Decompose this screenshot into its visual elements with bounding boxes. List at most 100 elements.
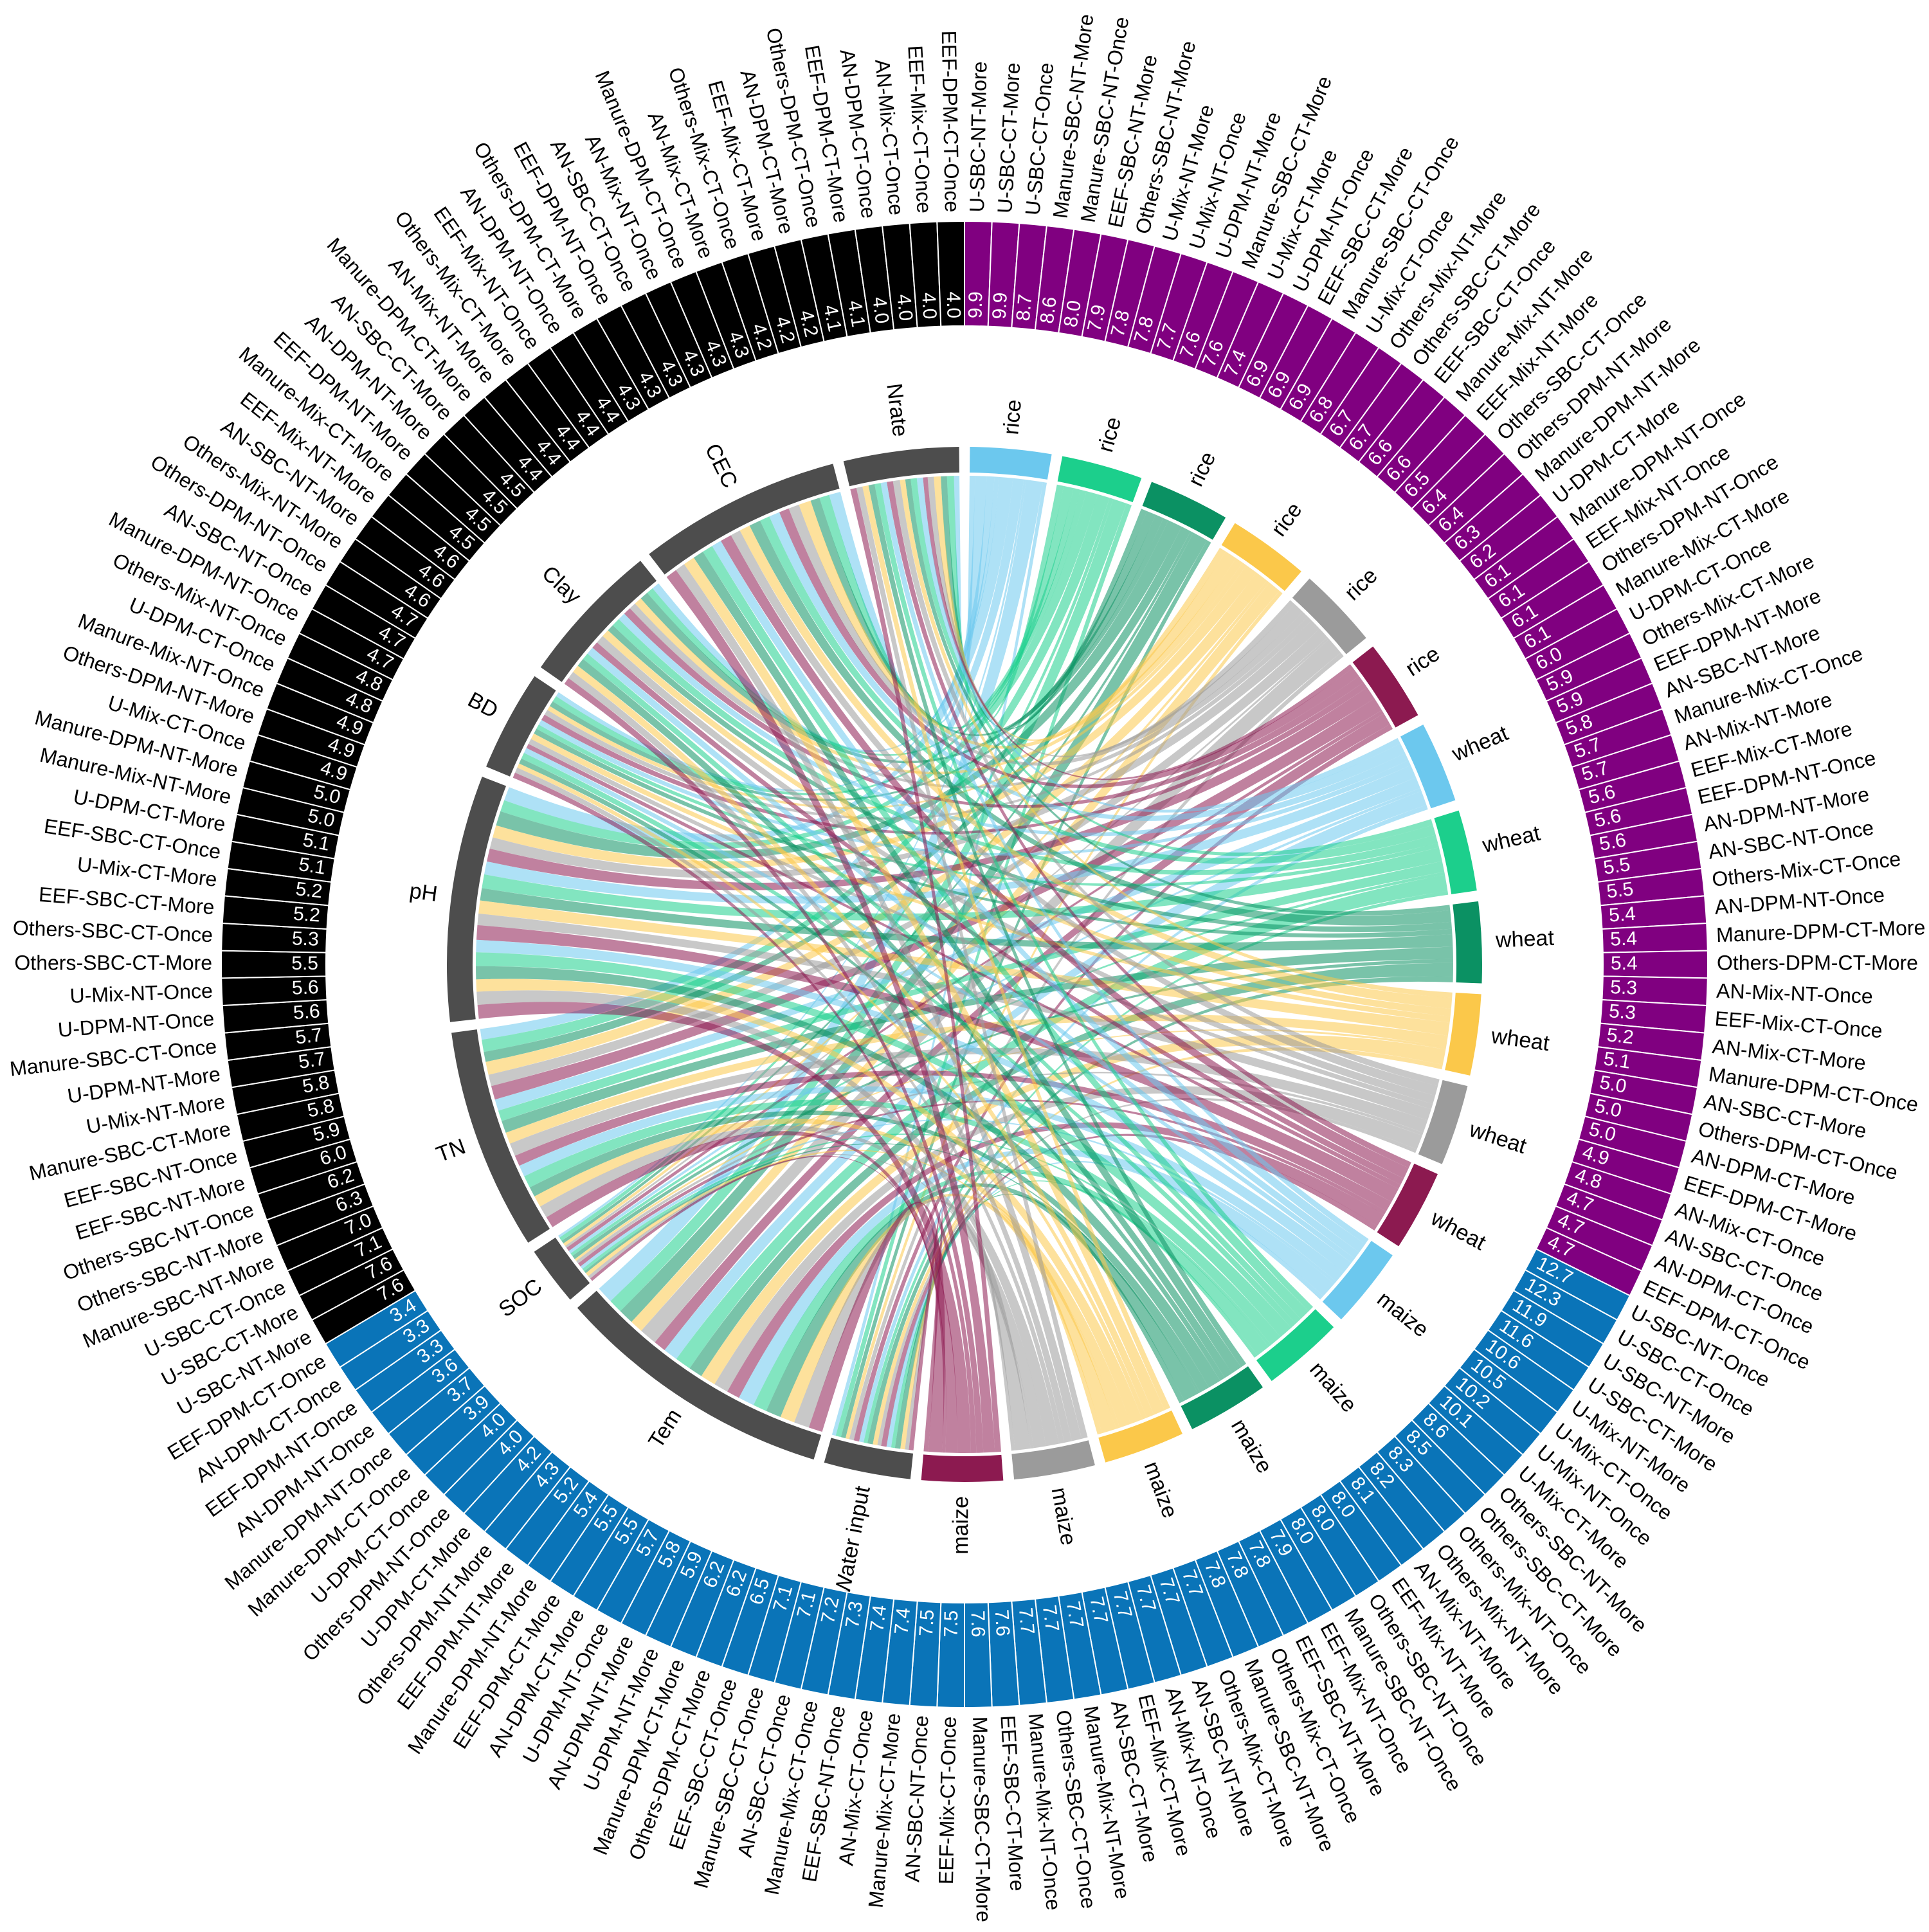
ring-value: 8.7 bbox=[1013, 293, 1037, 322]
crop-sector bbox=[970, 447, 1052, 480]
chord bbox=[478, 900, 1450, 1036]
ring-value: 7.4 bbox=[891, 1607, 914, 1636]
crop-label: rice bbox=[1093, 414, 1126, 455]
crop-sector bbox=[1400, 725, 1456, 809]
crop-sector bbox=[1221, 523, 1301, 591]
factor-sector bbox=[577, 1290, 822, 1460]
ring-value: 7.7 bbox=[1038, 1603, 1063, 1633]
crop-label: rice bbox=[999, 399, 1026, 436]
ring-value: 5.6 bbox=[293, 1000, 321, 1024]
factor-sector bbox=[824, 1438, 914, 1479]
ring-value: 8.0 bbox=[1060, 299, 1085, 329]
chord bbox=[701, 1034, 1446, 1385]
ring-value: 5.2 bbox=[293, 903, 321, 926]
crop-label: rice bbox=[1401, 642, 1444, 682]
crop-sector bbox=[1256, 1309, 1334, 1381]
ring-value: 5.4 bbox=[1610, 928, 1638, 950]
ring-value: 7.4 bbox=[866, 1603, 891, 1633]
crop-label: maize bbox=[948, 1496, 973, 1555]
chord bbox=[749, 520, 1452, 926]
ring-value: 4.0 bbox=[893, 293, 917, 322]
factor-label: TN bbox=[433, 1134, 469, 1167]
chord bbox=[505, 1014, 1448, 1144]
ring-label: EEF-SBC-CT-More bbox=[996, 1715, 1029, 1891]
crop-label: wheat bbox=[1480, 821, 1543, 858]
crop-sector bbox=[1011, 1440, 1095, 1480]
ring-value: 4.0 bbox=[868, 296, 892, 325]
chord bbox=[494, 777, 1420, 1111]
crop-sector bbox=[1377, 1163, 1438, 1247]
factor-sector bbox=[486, 676, 556, 777]
chord bbox=[714, 1086, 1422, 1392]
ring-value: 5.0 bbox=[1598, 1072, 1628, 1097]
ring-value: 7.5 bbox=[916, 1609, 938, 1636]
ring-value: 8.6 bbox=[1037, 296, 1061, 325]
factor-sector bbox=[540, 561, 657, 682]
ring-label: Manure-DPM-CT-More bbox=[1716, 916, 1925, 946]
ring-value: 5.3 bbox=[291, 928, 319, 950]
factor-label: SOC bbox=[494, 1274, 547, 1323]
ring-value: 5.6 bbox=[291, 977, 319, 999]
crop-sector bbox=[1418, 1079, 1468, 1164]
ring-label: Others-SBC-CT-Once bbox=[12, 916, 213, 946]
ring-value: 9.9 bbox=[989, 292, 1011, 320]
crop-sector bbox=[1445, 993, 1481, 1076]
factor-label: Clay bbox=[537, 561, 586, 609]
ring-value: 5.6 bbox=[1598, 829, 1628, 855]
ring-label: Others-SBC-CT-More bbox=[14, 951, 212, 974]
chord bbox=[909, 1207, 943, 1452]
crop-sector bbox=[921, 1454, 1004, 1482]
factor-label: CEC bbox=[700, 440, 743, 492]
crop-label: rice bbox=[1340, 563, 1382, 605]
chord bbox=[739, 1148, 1334, 1405]
crop-sector bbox=[1434, 810, 1477, 894]
crop-label: wheat bbox=[1466, 1117, 1530, 1159]
chord bbox=[799, 500, 1236, 749]
ring-label: U-DPM-NT-Once bbox=[57, 1007, 215, 1042]
factor-sector bbox=[534, 1237, 590, 1300]
chords bbox=[476, 476, 1453, 1453]
ring-label: AN-Mix-NT-Once bbox=[1716, 979, 1874, 1008]
chord bbox=[689, 962, 1453, 1377]
ring-label: EEF-SBC-CT-More bbox=[38, 883, 215, 919]
ring-value: 7.6 bbox=[991, 1609, 1013, 1636]
crop-sector bbox=[1453, 901, 1483, 984]
chord bbox=[484, 765, 1417, 904]
crop-label: maize bbox=[1139, 1458, 1182, 1521]
ring-segment bbox=[936, 220, 965, 327]
ring-value: 4.1 bbox=[844, 299, 869, 329]
factor-label: Nrate bbox=[882, 382, 912, 438]
chord bbox=[877, 1097, 1417, 1446]
chord bbox=[500, 491, 1098, 849]
factor-label: BD bbox=[464, 687, 502, 723]
chord bbox=[509, 1047, 1428, 1156]
chord bbox=[487, 687, 1375, 890]
crop-sector bbox=[1098, 1410, 1182, 1463]
ring-value: 5.8 bbox=[301, 1072, 331, 1097]
chord bbox=[504, 476, 1013, 842]
ring-value: 9.9 bbox=[964, 291, 986, 318]
ring-value: 5.4 bbox=[1608, 903, 1636, 926]
chord bbox=[498, 861, 1445, 1121]
crop-sector bbox=[1322, 1240, 1393, 1320]
chord bbox=[808, 1202, 945, 1453]
ring-value: 7.3 bbox=[842, 1600, 867, 1630]
factor-label: Tem bbox=[644, 1405, 687, 1453]
ring-value: 5.3 bbox=[1608, 1000, 1636, 1024]
ring-value: 5.3 bbox=[1610, 977, 1638, 999]
crop-label: rice bbox=[1183, 448, 1220, 491]
ring-label: Manure-SBC-CT-More bbox=[968, 1716, 995, 1922]
ring-value: 7.7 bbox=[1062, 1600, 1087, 1630]
ring-label: EEF-Mix-CT-Once bbox=[934, 1716, 961, 1884]
chord bbox=[635, 558, 1243, 775]
chord bbox=[927, 476, 1295, 757]
factor-sector bbox=[447, 777, 507, 1022]
crop-sector bbox=[1292, 578, 1366, 655]
crop-label: wheat bbox=[1489, 1024, 1552, 1056]
ring-label: U-SBC-NT-More bbox=[965, 61, 991, 212]
ring-label: U-Mix-NT-Once bbox=[69, 979, 213, 1007]
chord bbox=[489, 620, 1320, 879]
ring-value: 7.5 bbox=[941, 1610, 963, 1637]
